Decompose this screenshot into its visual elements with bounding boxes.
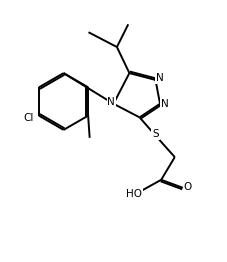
Text: Cl: Cl <box>24 113 34 123</box>
Text: N: N <box>161 99 169 109</box>
Text: N: N <box>107 97 115 107</box>
Text: S: S <box>152 129 159 139</box>
Text: N: N <box>156 73 163 83</box>
Text: HO: HO <box>126 189 142 199</box>
Text: O: O <box>184 182 192 192</box>
